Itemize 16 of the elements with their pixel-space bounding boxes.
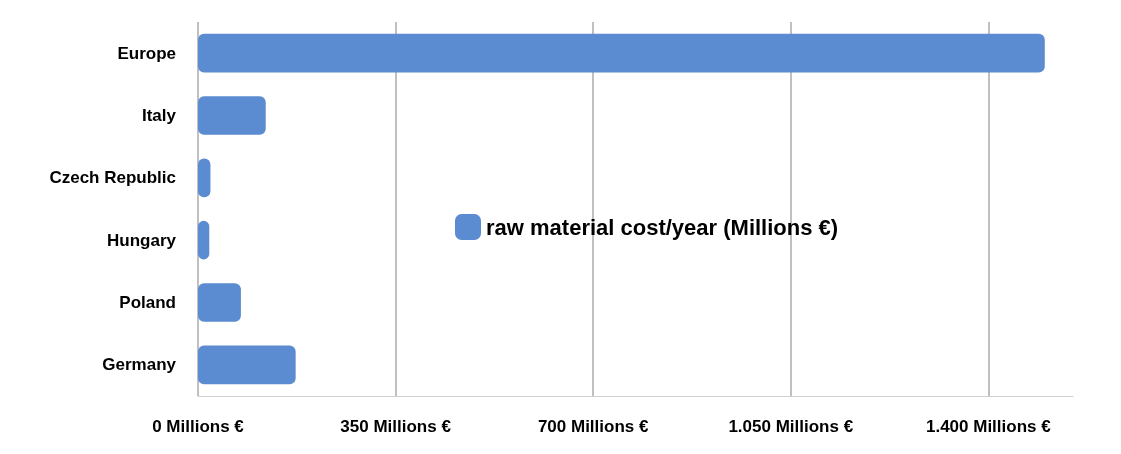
- y-tick-label: Czech Republic: [49, 168, 176, 188]
- x-tick-label: 1.400 Millions €: [925, 417, 1052, 436]
- x-tick-label: 1.050 Millions €: [728, 417, 854, 436]
- bar: [198, 33, 1045, 73]
- x-tick-label: 0 Millions €: [152, 417, 245, 436]
- bar: [198, 345, 296, 385]
- y-tick-label: Europe: [117, 43, 176, 63]
- legend-label: raw material cost/year (Millions €): [486, 214, 839, 240]
- y-tick-label: Poland: [119, 293, 176, 312]
- y-tick-label: Hungary: [107, 230, 177, 250]
- x-tick-label: 700 Millions €: [537, 417, 649, 436]
- bar: [198, 96, 266, 135]
- y-tick-label: Italy: [141, 106, 177, 125]
- y-tick-label: Germany: [102, 355, 177, 375]
- x-tick-label: 350 Millions €: [340, 417, 452, 436]
- bar: [198, 283, 241, 322]
